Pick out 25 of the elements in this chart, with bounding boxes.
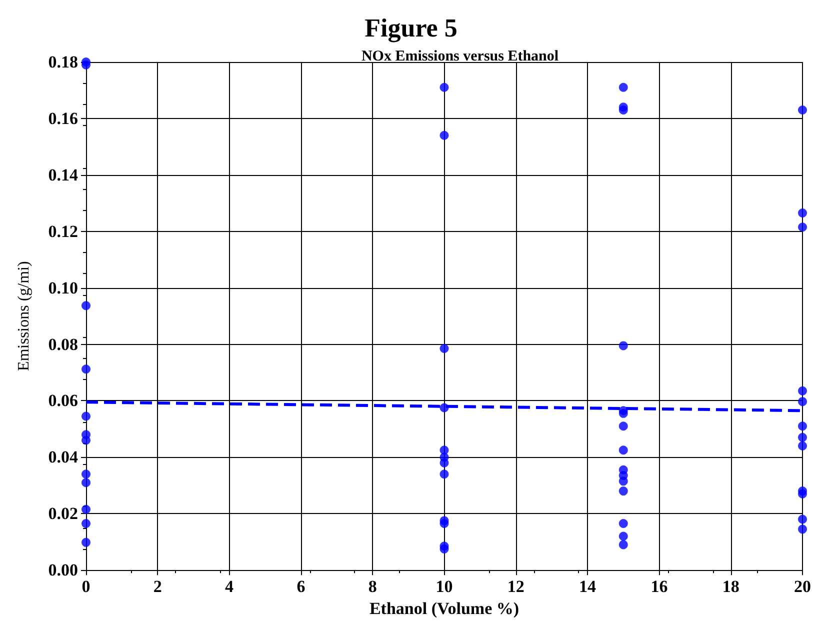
y-tick-label: 0.10 <box>48 278 78 298</box>
x-tick-label: 16 <box>650 577 668 596</box>
y-tick-label: 0.18 <box>48 52 78 72</box>
x-tick-label: 12 <box>507 577 524 596</box>
chart-title: Figure 5 <box>364 14 458 42</box>
y-tick-label: 0.00 <box>48 560 78 580</box>
x-tick-label: 20 <box>794 577 811 596</box>
x-tick-label: 10 <box>436 577 453 596</box>
x-tick-label: 14 <box>579 577 597 596</box>
x-tick-label: 8 <box>368 577 377 596</box>
y-tick-label: 0.04 <box>48 448 78 467</box>
x-tick-label: 0 <box>82 577 90 596</box>
y-tick-label: 0.16 <box>48 108 78 128</box>
y-tick-label: 0.12 <box>48 222 78 241</box>
y-tick-label: 0.02 <box>48 504 78 524</box>
y-axis-title: Emissions (g/mi) <box>16 261 32 371</box>
y-tick-label: 0.14 <box>48 165 78 184</box>
x-tick-label: 6 <box>296 577 306 596</box>
chart-subtitle: NOx Emissions versus Ethanol <box>361 48 559 64</box>
x-tick-label: 4 <box>225 577 234 596</box>
x-tick-label: 18 <box>722 577 740 596</box>
x-axis-title: Ethanol (Volume %) <box>369 599 520 618</box>
y-tick-label: 0.08 <box>48 334 78 354</box>
x-tick-label: 2 <box>153 577 162 596</box>
y-tick-label: 0.06 <box>48 391 78 410</box>
